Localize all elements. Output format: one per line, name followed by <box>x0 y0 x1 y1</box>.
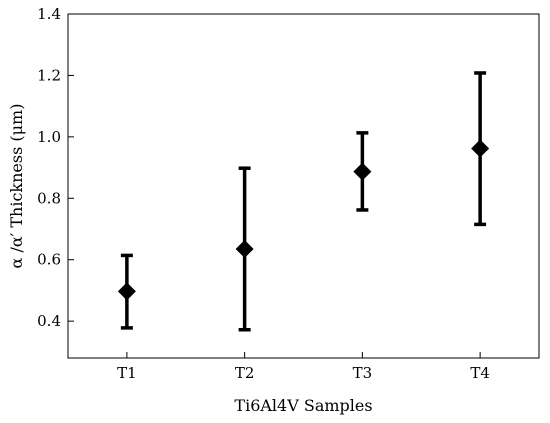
x-axis-label: Ti6Al4V Samples <box>234 396 372 415</box>
y-tick-label: 0.8 <box>37 189 61 207</box>
y-tick-label: 1.2 <box>37 66 61 84</box>
x-axis: T1 T2 T3 T4 <box>117 352 490 382</box>
x-tick-label: T1 <box>117 364 137 382</box>
x-tick-label: T3 <box>353 364 373 382</box>
y-tick-label: 0.4 <box>37 312 61 330</box>
y-tick-label: 0.6 <box>37 251 61 269</box>
plot-frame <box>67 13 540 359</box>
data-point <box>353 162 372 181</box>
y-axis: 0.4 0.6 0.8 1.0 1.2 1.4 <box>37 5 74 330</box>
x-tick-label: T4 <box>470 364 490 382</box>
y-tick-label: 1.0 <box>37 128 61 146</box>
data-marks <box>117 71 490 332</box>
data-point <box>117 282 136 301</box>
y-tick-label: 1.4 <box>37 5 61 23</box>
x-tick-label: T2 <box>235 364 255 382</box>
y-axis-label: α /α′ Thickness (μm) <box>7 104 26 269</box>
data-point <box>471 139 490 158</box>
data-point <box>235 239 254 258</box>
